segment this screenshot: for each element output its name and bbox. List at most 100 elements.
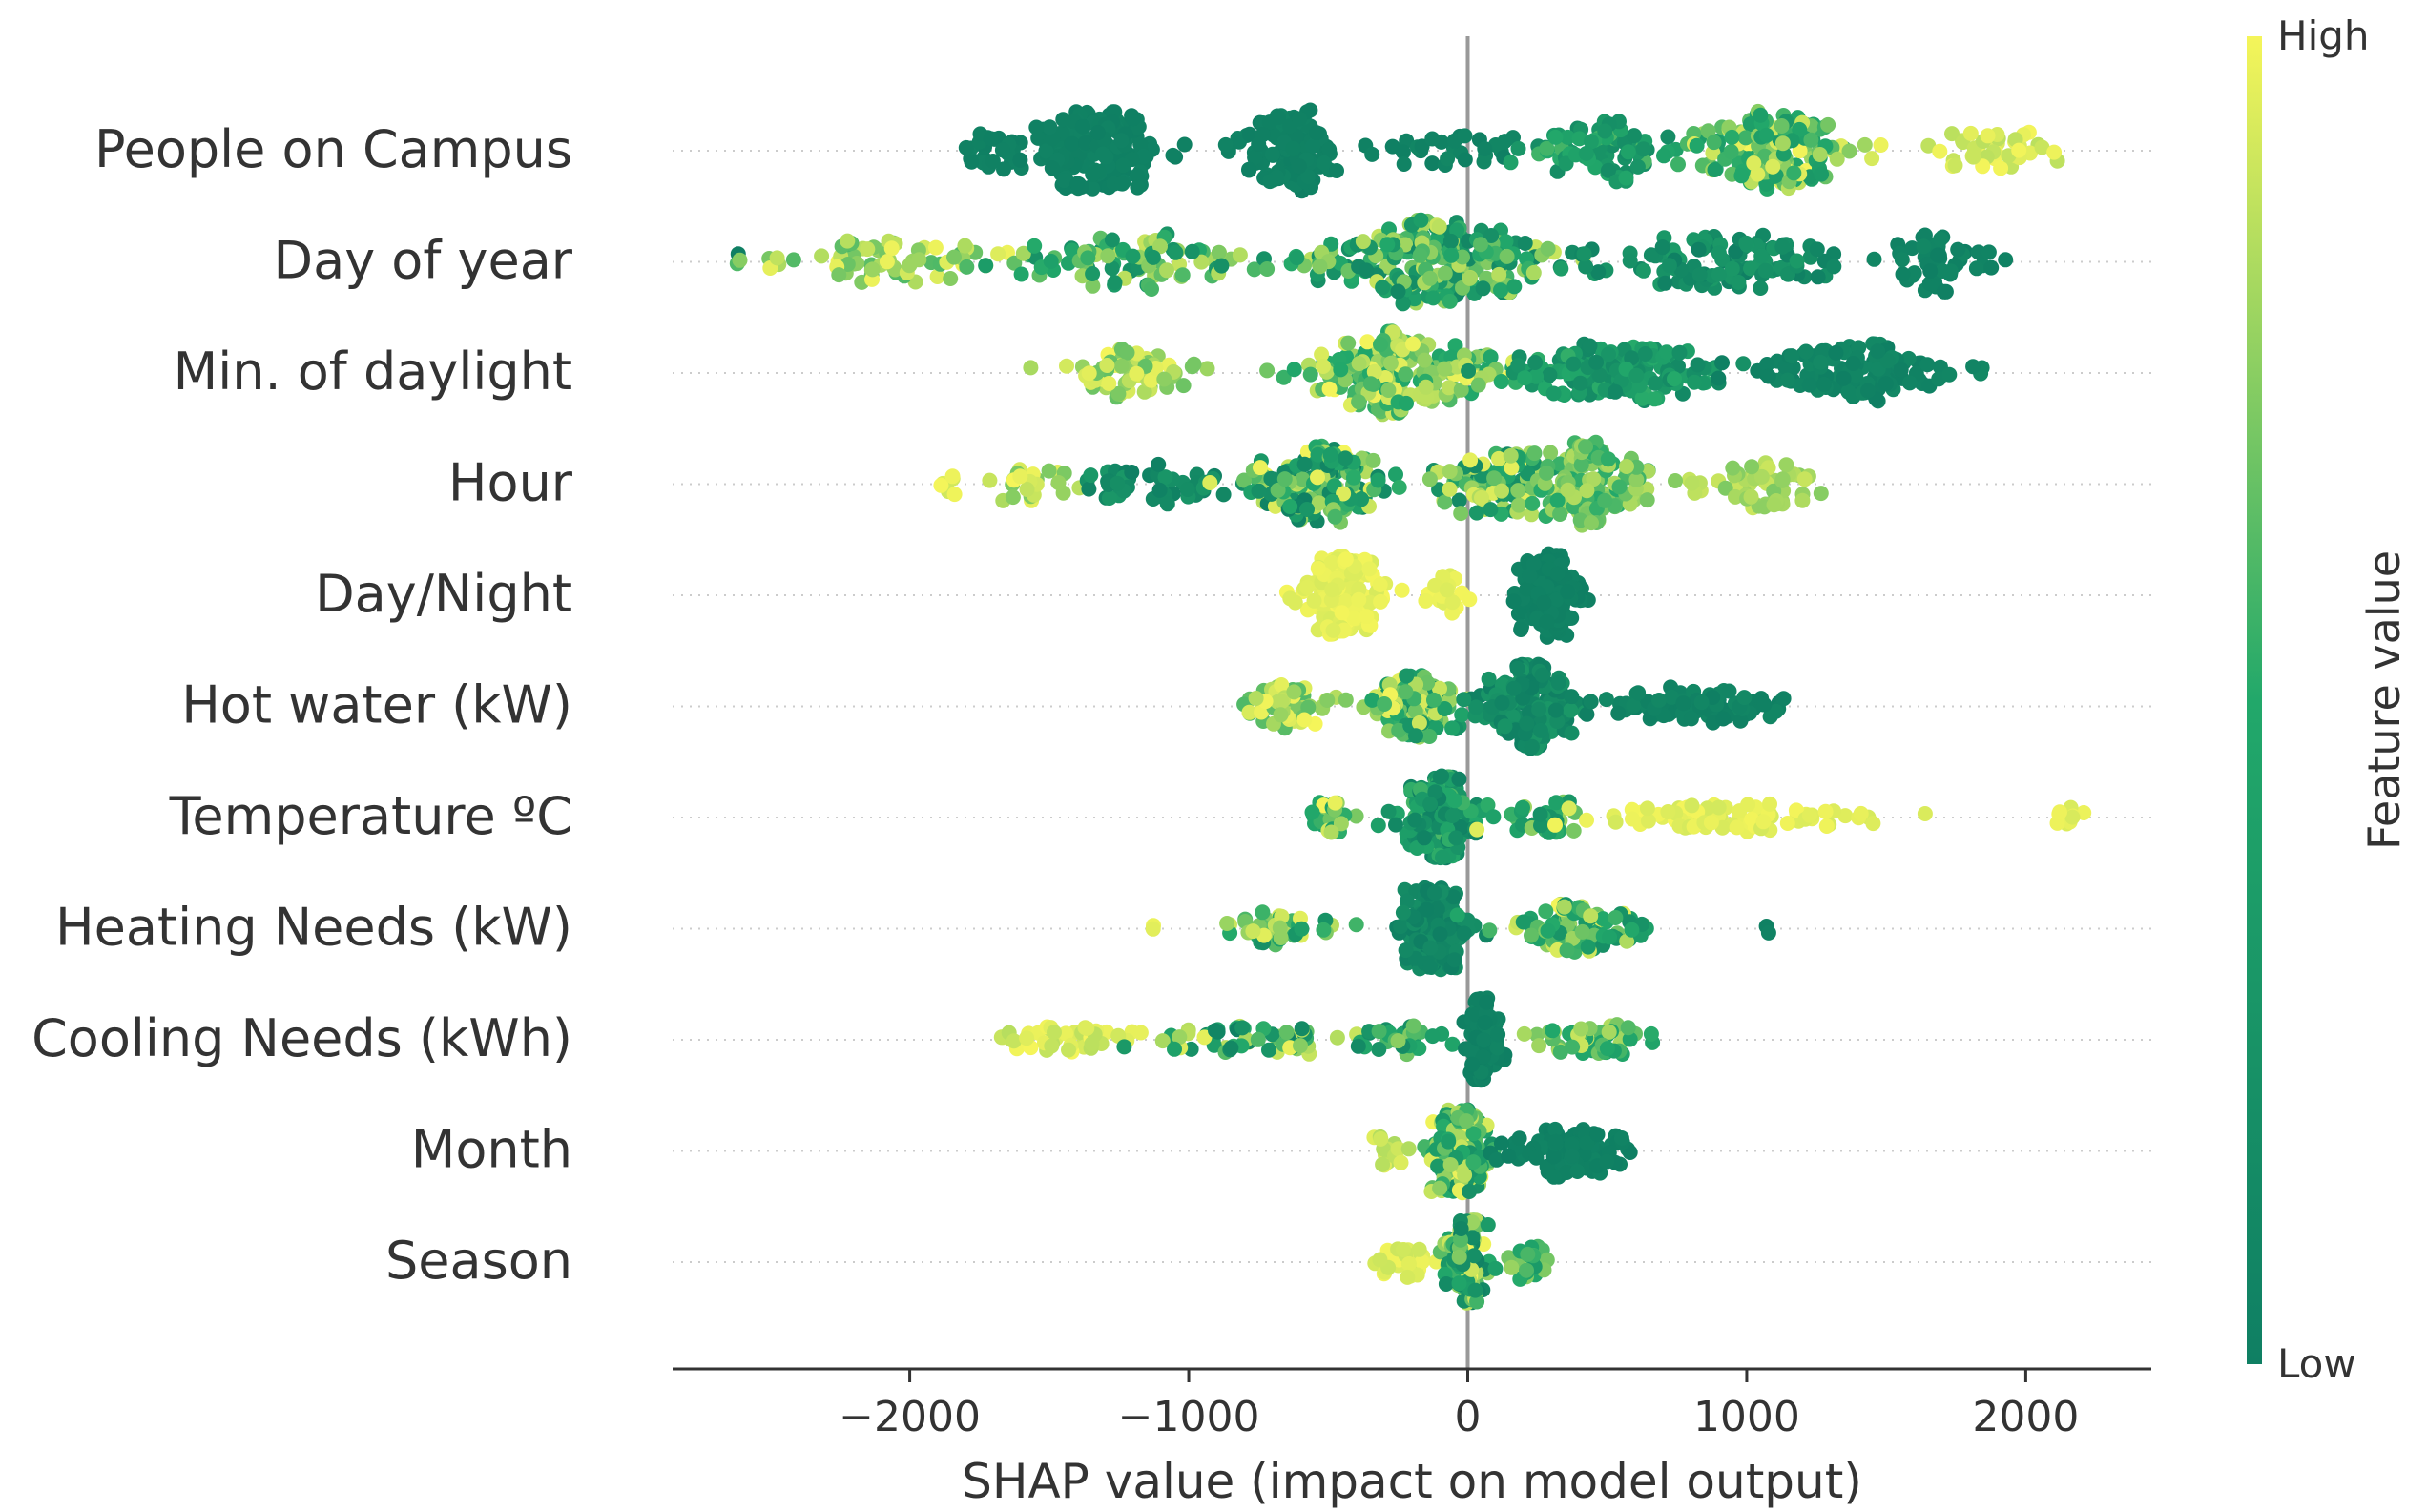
shap-point [1085,166,1101,182]
shap-point [1361,561,1378,577]
shap-point [990,246,1006,262]
shap-point [1493,374,1509,389]
shap-point [1566,356,1582,372]
shap-point [1505,680,1522,696]
shap-point [879,254,895,270]
shap-point [1766,497,1782,513]
shap-point [1491,450,1506,466]
shap-point [1384,138,1400,155]
shap-point [1174,267,1191,283]
shap-point [1494,483,1509,499]
shap-point [1042,119,1058,135]
shap-point [1813,486,1829,502]
shap-point [1175,378,1192,394]
shap-point [1548,591,1565,608]
shap-point [2046,144,2063,160]
shap-point [1179,482,1195,497]
shap-point [1135,149,1151,164]
shap-point [1340,335,1357,351]
shap-point [1316,155,1332,171]
shap-point [1380,803,1397,819]
shap-point [1451,771,1467,787]
shap-point [1110,475,1126,491]
shap-point [1422,940,1439,956]
shap-point [1968,260,1984,277]
shap-point [1271,109,1286,125]
shap-point [1503,155,1519,171]
shap-point [1774,118,1790,134]
shap-point [1539,465,1554,481]
shap-point [1255,904,1271,921]
shap-point [1462,270,1478,286]
shap-point [1660,129,1676,145]
shap-point [1461,362,1477,379]
shap-point [1236,472,1252,488]
shap-point [1365,452,1381,468]
shap-point [1866,251,1882,267]
shap-point [1742,116,1758,133]
beeswarm-points [729,102,2092,1311]
x-tick-label: 1000 [1693,1393,1800,1441]
shap-point [1437,701,1453,716]
shap-point [1516,1025,1532,1042]
feature-label: Min. of daylight [174,342,572,402]
shap-point [1608,383,1624,400]
colorbar-low-label: Low [2277,1340,2356,1387]
shap-point [1099,358,1115,373]
shap-point [1970,244,1986,260]
shap-point [1351,356,1367,372]
shap-point [1232,247,1248,263]
shap-point [1079,1021,1095,1036]
shap-point [1474,489,1489,506]
shap-point [1519,1262,1534,1278]
shap-point [1768,703,1784,719]
shap-point [1524,927,1539,943]
shap-point [1432,680,1447,696]
shap-point [1464,1056,1481,1072]
shap-point [1618,170,1634,186]
shap-point [1006,255,1023,271]
shap-point [1477,141,1493,156]
shap-point [1462,452,1479,468]
shap-point [1497,134,1513,150]
shap-point [1528,1150,1545,1166]
shap-point [1457,1167,1473,1183]
shap-point [1479,994,1495,1010]
shap-point [2011,142,2027,158]
shap-point [1426,692,1442,708]
shap-point [1813,354,1829,370]
shap-point [1274,908,1290,924]
shap-point [1334,605,1350,621]
shap-point [1595,911,1611,927]
shap-point [1437,265,1453,281]
shap-point [1323,554,1339,570]
shap-point [1012,152,1028,168]
shap-point [1446,952,1462,968]
shap-point [1427,784,1443,800]
shap-point [1282,590,1298,607]
shap-point [1215,487,1232,503]
shap-point [1510,140,1526,156]
shap-point [1564,725,1580,741]
shap-point [1560,129,1576,145]
shap-point [1826,259,1842,275]
shap-point [1426,884,1442,901]
shap-point [1583,694,1599,710]
shap-point [1055,112,1071,128]
shap-point [1625,811,1640,827]
shap-point [1580,939,1596,955]
shap-point [1397,881,1413,898]
shap-point [1395,904,1411,921]
shap-point [1656,148,1671,164]
shap-point [1047,1025,1062,1041]
shap-point [1310,446,1326,463]
shap-point [1756,148,1773,164]
shap-point [1549,566,1566,582]
shap-point [1080,250,1096,266]
shap-point [1870,343,1886,360]
shap-point [1684,475,1700,491]
shap-point [1829,151,1845,167]
shap-point [1743,260,1758,277]
shap-point [864,261,881,278]
shap-point [1372,577,1388,592]
